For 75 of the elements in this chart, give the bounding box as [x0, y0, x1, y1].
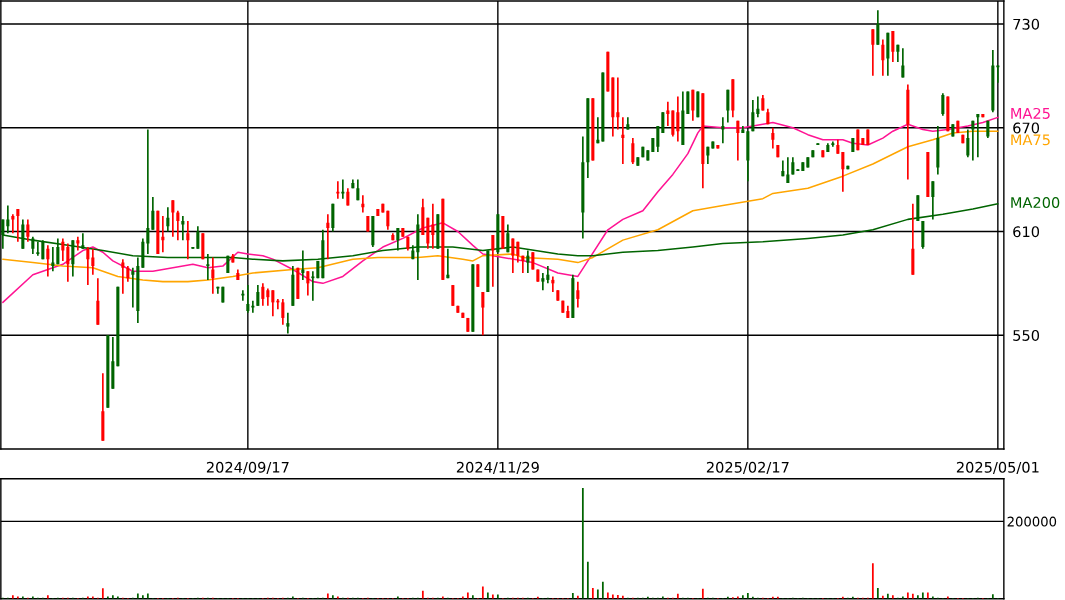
- candlestick: [841, 151, 845, 193]
- candlestick: [146, 128, 150, 255]
- y-tick-label: 550: [1013, 329, 1040, 341]
- candlestick: [661, 111, 665, 134]
- x-tick-label: 2024/11/29: [456, 461, 539, 474]
- line-series: [2, 116, 999, 304]
- candlestick: [726, 88, 730, 124]
- candlestick: [121, 258, 125, 295]
- candlestick: [91, 247, 95, 276]
- candlestick: [171, 199, 175, 238]
- x-tick-label: 2025/02/17: [706, 461, 789, 474]
- candlestick: [881, 38, 885, 77]
- y-tick-label: 670: [1013, 122, 1040, 134]
- candlestick: [691, 88, 695, 122]
- candlestick: [656, 125, 660, 153]
- candlestick: [46, 244, 50, 278]
- candlestick: [451, 284, 455, 307]
- candlestick: [871, 28, 875, 77]
- x-tick-label: 2024/09/17: [206, 461, 289, 474]
- candlestick: [251, 299, 255, 314]
- candlestick: [181, 215, 185, 241]
- candlestick: [6, 204, 10, 235]
- candlestick: [261, 282, 265, 307]
- candlestick: [151, 196, 155, 231]
- candlestick: [186, 220, 190, 260]
- candlestick: [686, 90, 690, 115]
- candlestick: [751, 99, 755, 133]
- candlestick: [616, 76, 620, 131]
- candlestick: [901, 47, 905, 79]
- candlestick: [256, 284, 260, 307]
- candlestick: [26, 218, 30, 243]
- candlestick: [286, 311, 290, 335]
- candlestick: [966, 128, 970, 158]
- series-label: MA25: [1011, 107, 1050, 119]
- y-tick-label: 610: [1013, 226, 1040, 238]
- candlestick: [631, 137, 635, 165]
- candlestick: [756, 95, 760, 119]
- candlestick: [311, 270, 315, 302]
- candlestick: [431, 202, 435, 250]
- candlestick: [86, 246, 90, 286]
- candlestick: [196, 225, 200, 250]
- candlestick: [511, 237, 515, 274]
- y-tick-label: 200000: [1007, 516, 1057, 527]
- candlestick: [131, 266, 135, 309]
- candlestick: [81, 232, 85, 250]
- candlestick: [36, 241, 40, 257]
- x-tick-label: 2025/05/01: [956, 461, 1039, 474]
- candlestick: [576, 280, 580, 309]
- candlestick: [271, 289, 275, 318]
- candlestick: [506, 223, 510, 254]
- candlestick: [66, 242, 70, 283]
- candlestick: [666, 100, 670, 127]
- candlestick: [786, 156, 790, 184]
- candlestick: [481, 291, 485, 337]
- candlestick: [891, 30, 895, 63]
- candlestick: [476, 263, 480, 288]
- candlestick: [676, 95, 680, 143]
- candlestick: [61, 237, 65, 262]
- candlestick: [246, 284, 250, 314]
- candlestick: [16, 208, 20, 243]
- candlestick: [281, 298, 285, 326]
- candlestick: [876, 9, 880, 46]
- candlestick: [306, 270, 310, 297]
- candlestick: [176, 209, 180, 241]
- candlestick: [996, 64, 1000, 84]
- series-label: MA75: [1011, 134, 1050, 146]
- candlestick: [541, 272, 545, 292]
- y-tick-label: 730: [1013, 18, 1040, 30]
- candlestick: [736, 119, 740, 162]
- candlestick: [771, 126, 775, 150]
- candlestick: [326, 213, 330, 260]
- candlestick: [491, 234, 495, 288]
- candlestick: [396, 227, 400, 252]
- candlestick: [941, 92, 945, 117]
- series-label: MA200: [1011, 197, 1060, 209]
